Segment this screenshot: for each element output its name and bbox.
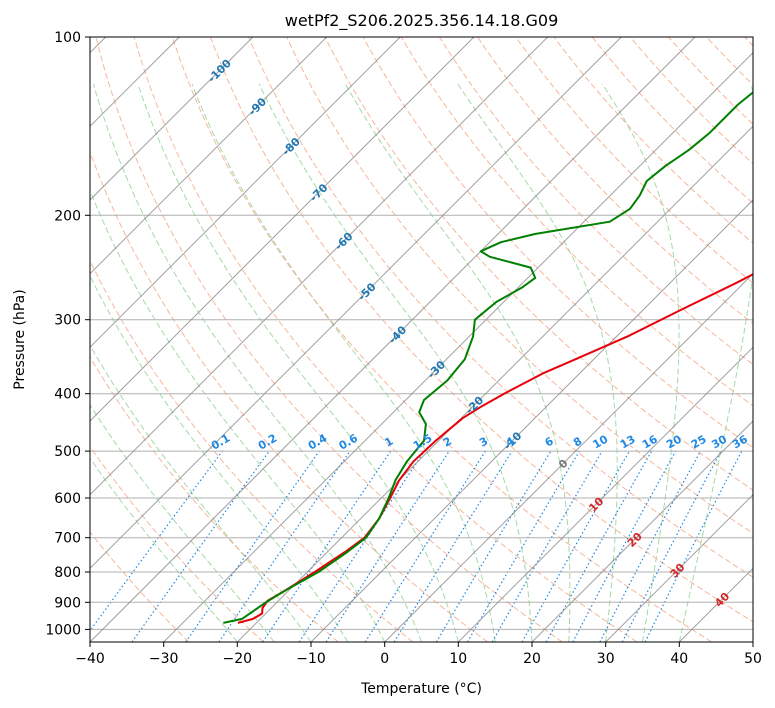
isotherm	[310, 199, 753, 642]
isotherm	[752, 641, 753, 642]
mixing-ratio-line	[131, 450, 270, 642]
isotherm	[605, 493, 753, 642]
x-tick-label: −40	[75, 651, 105, 667]
mixing-ratio-line	[491, 450, 603, 642]
isotherm	[90, 37, 401, 349]
isotherm	[163, 51, 753, 642]
plot-background	[90, 37, 753, 642]
profile-lines	[223, 91, 753, 624]
dry-adiabat	[210, 37, 753, 623]
x-tick-label: −30	[149, 651, 179, 667]
mixing-ratio-line	[90, 450, 223, 632]
plot-frame	[89, 36, 754, 643]
y-tick-label: 400	[54, 387, 81, 403]
x-tick-label: 30	[597, 651, 615, 667]
dry-adiabat	[90, 356, 339, 642]
dry-adiabats	[90, 37, 753, 642]
x-tick-label: 20	[523, 651, 541, 667]
isotherm	[90, 37, 622, 570]
isotherm	[90, 37, 328, 275]
moist-adiabat	[191, 83, 496, 642]
moist-adiabat	[90, 403, 275, 642]
moist-adiabat	[93, 83, 422, 642]
mixing-ratio-line	[185, 450, 320, 642]
moist-adiabat	[457, 83, 618, 642]
isotherms	[90, 37, 753, 642]
dry-adiabat	[515, 37, 753, 284]
dry-adiabat	[553, 37, 753, 244]
chart-title: wetPf2_S206.2025.356.14.18.G09	[285, 11, 559, 31]
isotherm	[531, 420, 753, 642]
dry-adiabat	[400, 37, 753, 407]
x-tick-label: 50	[744, 651, 762, 667]
mixing-ratio-line	[466, 450, 580, 642]
mixing-ratio-line	[218, 450, 351, 642]
x-tick-label: 0	[380, 651, 389, 667]
dry-adiabat	[248, 37, 753, 578]
x-axis-title: Temperature (°C)	[360, 681, 482, 697]
y-tick-label: 900	[54, 595, 81, 611]
dry-adiabat	[286, 37, 753, 534]
y-tick-label: 1000	[45, 622, 81, 638]
isotherm	[90, 37, 254, 201]
mixing-ratio-line	[572, 450, 677, 642]
dry-adiabat	[95, 37, 563, 642]
y-tick-label: 300	[54, 313, 81, 329]
isotherm	[384, 272, 753, 642]
moist-adiabat	[678, 83, 753, 642]
dry-adiabat	[90, 531, 190, 642]
dry-adiabat	[591, 37, 753, 204]
y-tick-label: 700	[54, 531, 81, 547]
isotherm	[90, 37, 475, 422]
x-tick-label: 10	[449, 651, 467, 667]
dry-adiabat	[133, 37, 638, 642]
isotherm	[90, 37, 549, 496]
moist-adiabat	[137, 83, 459, 642]
moist-adiabat	[90, 188, 386, 642]
y-tick-label: 800	[54, 565, 81, 581]
isotherm	[457, 346, 753, 642]
moist-adiabat	[344, 83, 571, 642]
dry-adiabat	[90, 259, 414, 642]
dry-adiabat	[629, 37, 753, 165]
mixing-ratio-line	[325, 450, 450, 642]
dewpoint-line	[223, 91, 753, 624]
pressure-gridlines	[90, 37, 753, 630]
isotherm	[236, 125, 753, 642]
mixing-ratio-line	[521, 450, 631, 642]
mixing-ratio-line	[364, 450, 486, 642]
mixing-ratio-line	[393, 450, 513, 642]
mixing-ratio-line	[435, 450, 552, 642]
plot-area: -100-90-80-70-60-50-40-30-20-10010203040…	[90, 37, 753, 642]
y-tick-label: 600	[54, 491, 81, 507]
x-tick-label: −10	[296, 651, 326, 667]
dry-adiabat	[477, 37, 753, 325]
dry-adiabat	[90, 150, 488, 642]
x-tick-label: −20	[223, 651, 253, 667]
y-axis: 100 200 300 400 500 600 700 800 900 1000	[45, 30, 90, 638]
y-tick-label: 500	[54, 444, 81, 460]
isotherm	[90, 37, 696, 642]
x-axis: −40 −30 −20 −10 0 10 20 30 40 50	[75, 642, 762, 667]
y-tick-label: 200	[54, 208, 81, 224]
moist-adiabat	[90, 457, 238, 642]
y-axis-title: Pressure (hPa)	[12, 289, 28, 389]
y-tick-label: 100	[54, 30, 81, 46]
dry-adiabat	[438, 37, 753, 366]
dry-adiabat	[324, 37, 753, 491]
x-tick-label: 40	[670, 651, 688, 667]
